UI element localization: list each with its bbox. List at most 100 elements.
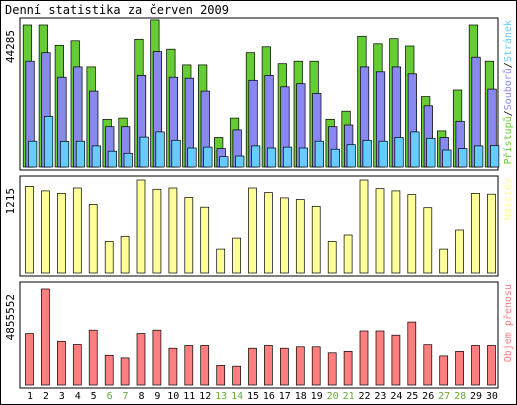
legend-hits-sep1: /	[503, 110, 514, 116]
x-tick-day-16: 16	[263, 391, 275, 402]
legend-kbytes-kbytes: Objem přenosu	[502, 284, 514, 362]
x-tick-day-20: 20	[327, 391, 339, 402]
bar-kbytes-kbytes-day-4	[72, 344, 82, 386]
x-axis-labels: 1 2 3 4 5 6 7 8 9 10 11 12 13 14 15 16 17 18 19 20 21 22 23 24 2…	[27, 391, 498, 402]
x-tick-day-2: 2	[43, 391, 49, 402]
x-tick-day-10: 10	[167, 391, 179, 402]
bar-kbytes-kbytes-day-8	[136, 333, 146, 386]
bar-hits-pages-day-17	[282, 146, 293, 168]
bar-visits-visits-day-1	[25, 186, 34, 274]
legend-hits-sep2: /	[503, 62, 514, 68]
bar-hits-pages-day-29	[474, 145, 484, 168]
x-tick-day-25: 25	[406, 391, 418, 402]
bar-hits-pages-day-4	[75, 140, 86, 168]
bar-kbytes-kbytes-day-18	[295, 346, 305, 386]
legend-hits-hits: Přístupů	[502, 116, 514, 164]
bar-hits-pages-day-21	[346, 144, 356, 168]
bar-visits-visits-day-2	[41, 190, 50, 274]
bar-hits-pages-day-3	[59, 141, 70, 168]
bar-kbytes-kbytes-day-17	[280, 347, 289, 386]
bar-visits-visits-day-22	[359, 179, 369, 274]
bar-visits-visits-day-16	[264, 192, 273, 274]
bar-visits-visits-day-15	[248, 187, 257, 274]
bar-visits-visits-day-3	[57, 193, 66, 274]
x-tick-day-4: 4	[75, 391, 81, 402]
ytick-hits: 44285	[4, 30, 17, 63]
panel-visits: 1215 Návštěv	[4, 175, 514, 277]
bar-kbytes-kbytes-day-28	[455, 351, 464, 386]
bar-kbytes-kbytes-day-14	[232, 365, 241, 386]
chart-title: Denní statistika za červen 2009	[5, 3, 229, 17]
bar-kbytes-kbytes-day-29	[471, 345, 480, 386]
x-tick-day-23: 23	[374, 391, 386, 402]
bar-hits-pages-day-13	[219, 156, 229, 168]
bar-kbytes-kbytes-day-23	[375, 330, 385, 386]
bar-hits-pages-day-14	[235, 155, 245, 168]
bar-hits-pages-day-7	[123, 152, 133, 168]
bar-hits-pages-day-27	[442, 149, 452, 168]
x-tick-day-5: 5	[91, 391, 97, 402]
legend-hits-pages: Stránek	[502, 20, 514, 62]
x-tick-day-15: 15	[247, 391, 259, 402]
bar-kbytes-kbytes-day-30	[487, 345, 496, 386]
x-tick-day-17: 17	[279, 391, 291, 402]
bar-hits-pages-day-11	[187, 147, 197, 168]
bar-hits-pages-day-23	[378, 140, 388, 168]
bar-hits-pages-day-24	[394, 137, 404, 168]
bar-visits-visits-day-19	[311, 206, 321, 274]
bar-kbytes-kbytes-day-24	[391, 334, 401, 386]
ytick-visits: 1215	[4, 188, 17, 215]
bar-visits-visits-day-12	[200, 206, 210, 274]
bar-kbytes-kbytes-day-25	[407, 321, 417, 386]
bar-visits-visits-day-8	[136, 179, 146, 274]
x-tick-day-13: 13	[215, 391, 227, 402]
x-tick-day-14: 14	[231, 391, 243, 402]
legend-visits: Návštěv	[502, 178, 514, 220]
bar-kbytes-kbytes-day-16	[264, 345, 273, 386]
bar-visits-visits-day-14	[232, 237, 241, 274]
panel-kbytes-border	[19, 281, 499, 389]
bar-kbytes-kbytes-day-6	[104, 354, 114, 386]
x-tick-day-7: 7	[122, 391, 128, 402]
bar-kbytes-kbytes-day-2	[41, 288, 50, 386]
bar-kbytes-kbytes-day-21	[343, 351, 353, 386]
bar-kbytes-kbytes-day-11	[184, 345, 194, 386]
ytick-kbytes: 4855552	[4, 294, 17, 340]
bar-kbytes-kbytes-day-7	[120, 357, 130, 386]
bar-visits-visits-day-7	[120, 235, 130, 274]
panel-visits-border	[19, 175, 499, 277]
bar-kbytes-kbytes-day-22	[359, 330, 369, 386]
x-tick-day-3: 3	[59, 391, 65, 402]
bar-hits-pages-day-9	[155, 131, 165, 168]
x-tick-day-29: 29	[470, 391, 482, 402]
bar-kbytes-kbytes-day-20	[327, 352, 337, 386]
bar-visits-visits-day-17	[280, 197, 289, 274]
bar-kbytes-kbytes-day-19	[311, 346, 321, 386]
x-tick-day-21: 21	[343, 391, 355, 402]
x-tick-day-30: 30	[486, 391, 498, 402]
bar-kbytes-kbytes-day-13	[216, 365, 226, 386]
bar-kbytes-kbytes-day-5	[88, 329, 98, 386]
x-tick-day-6: 6	[107, 391, 113, 402]
bar-visits-visits-day-27	[439, 248, 449, 274]
bar-visits-visits-day-6	[104, 241, 114, 274]
bar-kbytes-kbytes-day-10	[168, 347, 178, 386]
legend-hits: Přístupů/Souborů/Stránek	[502, 20, 514, 165]
bar-hits-pages-day-18	[298, 147, 309, 168]
bar-hits-pages-day-5	[91, 145, 101, 168]
bar-visits-visits-day-28	[455, 229, 464, 274]
bar-hits-pages-day-28	[458, 148, 468, 168]
bar-visits-visits-day-25	[407, 194, 417, 274]
x-tick-day-9: 9	[154, 391, 160, 402]
legend-hits-files: Souborů	[502, 68, 514, 110]
bar-visits-visits-day-24	[391, 190, 401, 274]
bar-hits-pages-day-2	[43, 116, 54, 168]
bar-visits-visits-day-21	[343, 234, 353, 274]
bar-hits-pages-day-1	[28, 140, 38, 168]
bar-visits-visits-day-30	[487, 193, 496, 274]
bar-visits-visits-day-29	[471, 193, 480, 274]
bar-hits-pages-day-10	[171, 139, 181, 168]
